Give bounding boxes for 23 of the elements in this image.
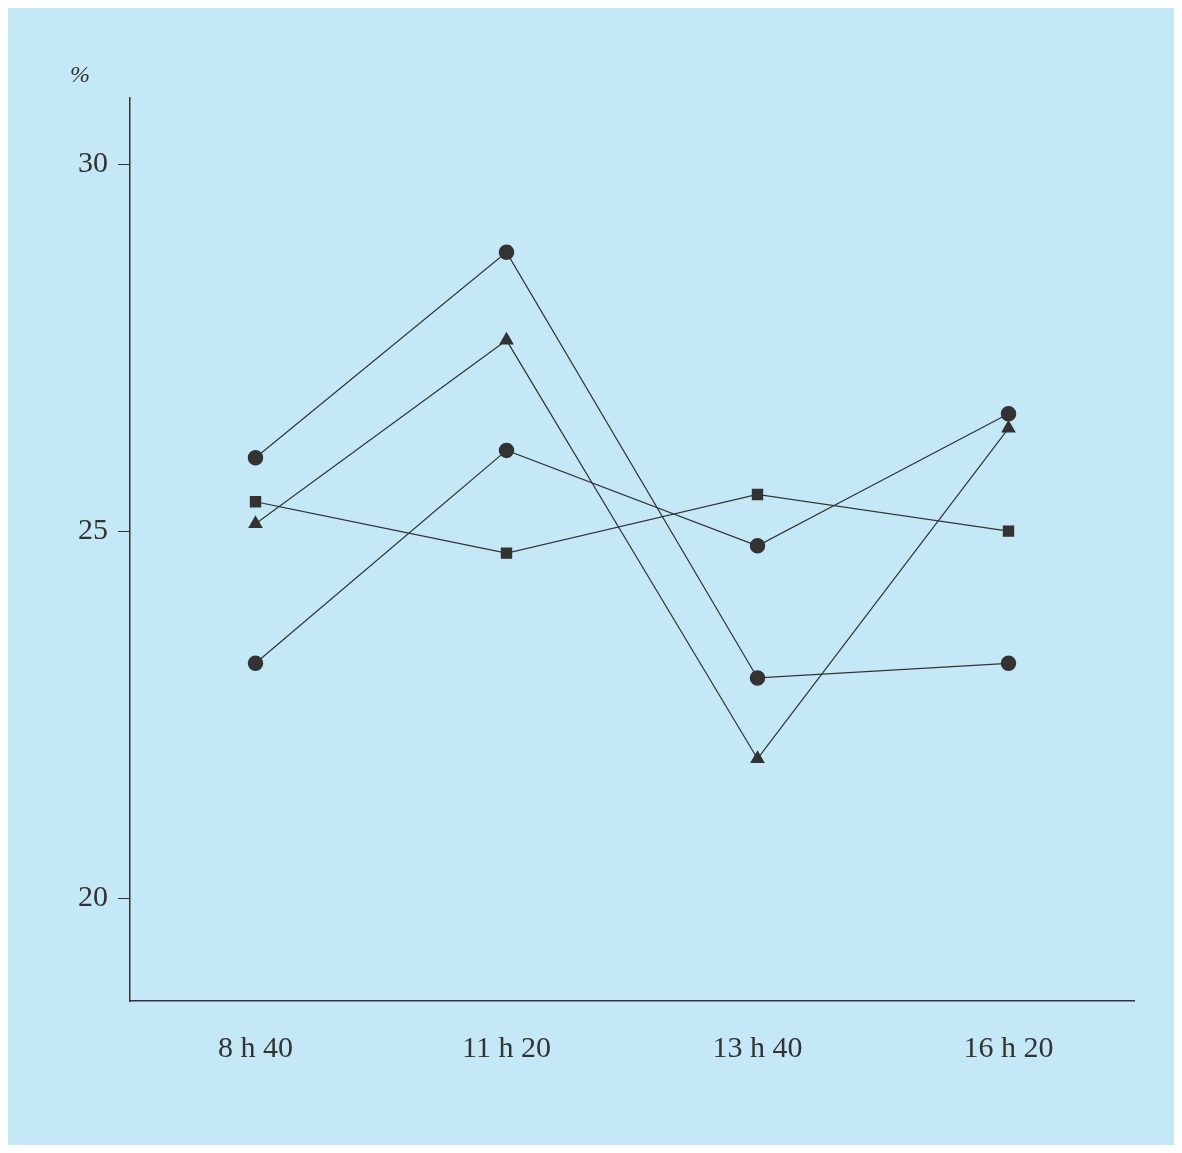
x-tick-label: 16 h 20	[963, 1029, 1054, 1063]
point	[751, 488, 764, 501]
point	[249, 496, 262, 508]
point	[498, 244, 515, 260]
x-tick-label: 13 h 40	[712, 1029, 803, 1063]
point	[749, 670, 766, 686]
point	[247, 655, 264, 672]
point	[248, 516, 263, 529]
point	[1000, 655, 1017, 672]
point	[499, 332, 514, 345]
x-tick-label: 11 h 20	[462, 1029, 551, 1063]
y-tick-label: 20	[78, 879, 108, 913]
y-axis-title: %	[70, 61, 90, 88]
point	[498, 442, 515, 459]
point	[1000, 405, 1017, 422]
x-tick-label: 8 h 40	[218, 1029, 293, 1063]
y-tick-label: 30	[78, 144, 108, 178]
point	[1001, 420, 1016, 433]
y-tick-label: 25	[78, 512, 108, 546]
point	[749, 538, 766, 554]
point	[500, 547, 513, 559]
point	[1002, 525, 1015, 537]
point	[247, 449, 264, 466]
